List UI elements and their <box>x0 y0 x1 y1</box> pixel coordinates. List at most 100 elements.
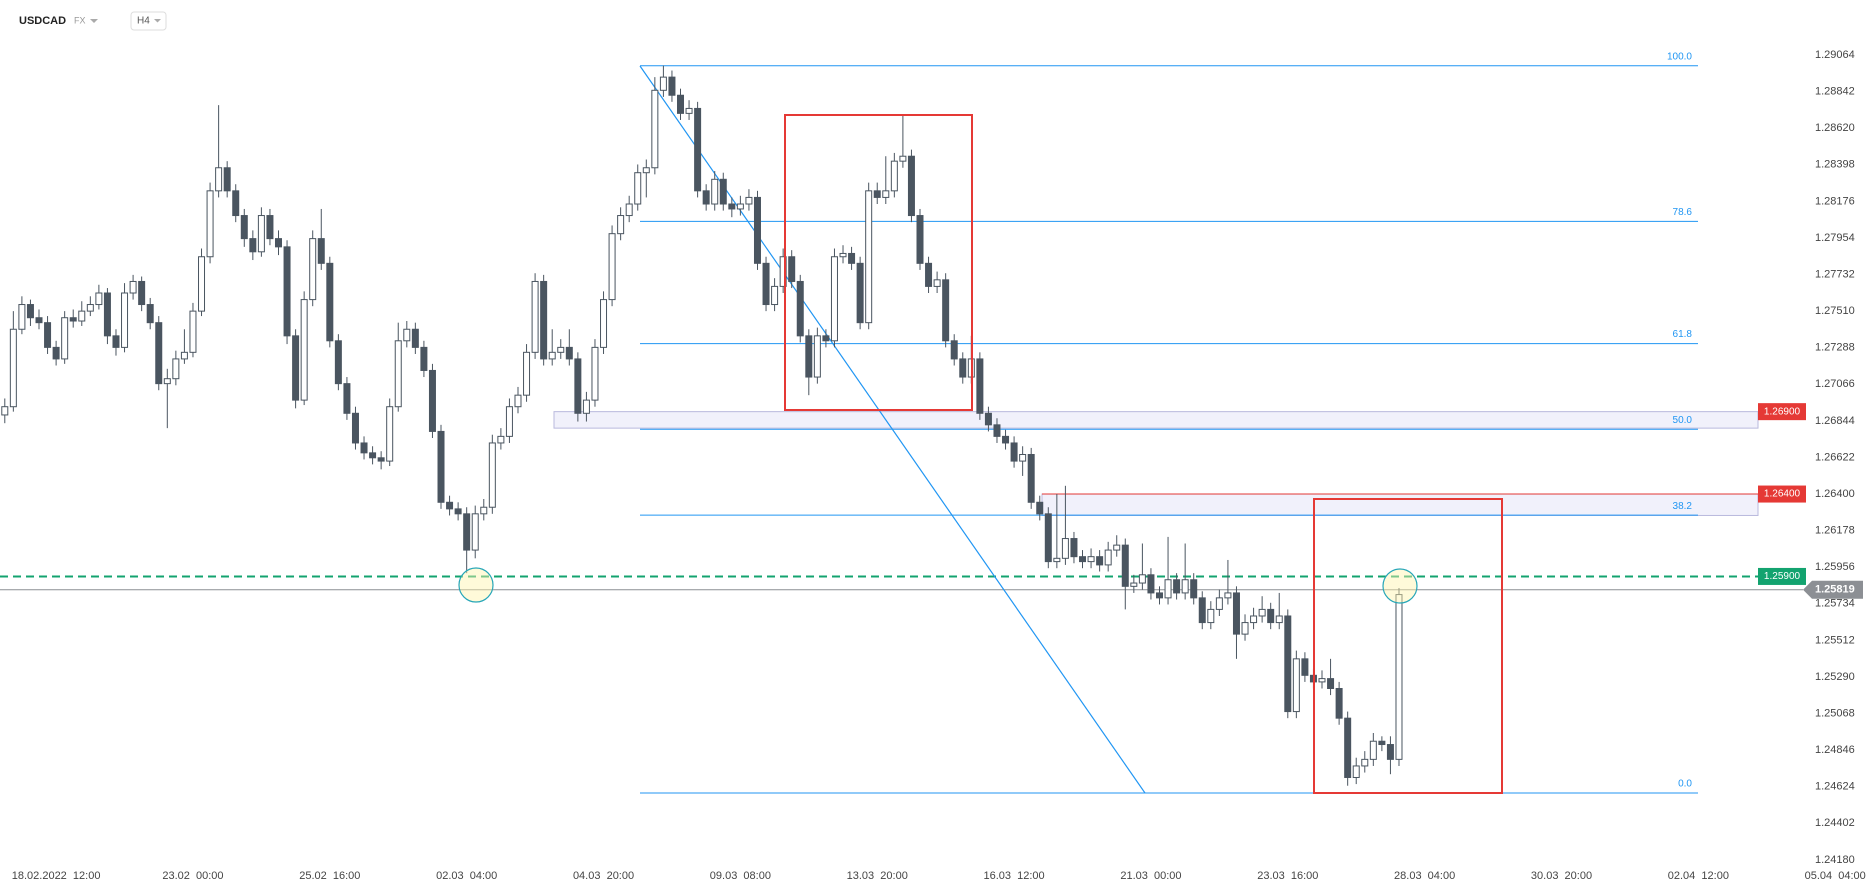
candle-body <box>1301 658 1309 676</box>
dropdown-arrow[interactable] <box>90 19 98 23</box>
x-tick-label: 02.03 04:00 <box>436 870 497 882</box>
y-tick-label: 1.24624 <box>1815 781 1855 793</box>
candle-body <box>976 358 984 414</box>
candle-body <box>334 340 342 385</box>
candle-body <box>95 292 103 306</box>
fib-label: 50.0 <box>1673 415 1693 426</box>
candle-body <box>591 346 599 401</box>
candle-body <box>1378 740 1386 746</box>
price-tag-label: 1.26900 <box>1764 406 1801 417</box>
candle-body <box>1198 597 1206 624</box>
y-tick-label: 1.29064 <box>1815 49 1855 61</box>
fib-label: 78.6 <box>1673 207 1693 218</box>
candle-body <box>582 399 590 414</box>
candle-body <box>1224 592 1232 599</box>
price-tag <box>1758 567 1806 585</box>
candle-body <box>488 442 496 508</box>
candle-body <box>189 310 197 353</box>
price-tag-label: 1.26400 <box>1764 489 1801 500</box>
highlight-circle <box>458 567 494 603</box>
candle-body <box>163 378 171 385</box>
candle-body <box>916 215 924 264</box>
candle-body <box>719 178 727 205</box>
y-tick-label: 1.25512 <box>1815 634 1855 646</box>
y-tick-label: 1.27510 <box>1815 305 1855 317</box>
candle-body <box>1361 758 1369 767</box>
y-tick-label: 1.28398 <box>1815 159 1855 171</box>
candle-body <box>317 238 325 264</box>
candle-body <box>309 238 317 301</box>
candle-body <box>463 513 471 551</box>
candle-body <box>848 252 856 264</box>
level-lines <box>0 65 1803 794</box>
x-tick-label: 23.02 00:00 <box>162 870 223 882</box>
candle-body <box>249 238 257 253</box>
price-zone <box>553 411 1759 429</box>
candle-body <box>813 335 821 378</box>
y-tick-label: 1.24846 <box>1815 744 1855 756</box>
candle-body <box>1275 615 1283 624</box>
candle-body <box>1070 538 1078 558</box>
dropdown-arrow[interactable] <box>154 19 161 23</box>
candle-body <box>112 335 120 348</box>
y-tick-label: 1.27954 <box>1815 232 1855 244</box>
candle-body <box>771 285 779 306</box>
market: FX <box>74 15 86 25</box>
candle-body <box>1318 678 1326 683</box>
candles <box>1 65 1403 786</box>
y-tick-label: 1.26178 <box>1815 525 1855 537</box>
price-tag-label: 1.25900 <box>1764 571 1801 582</box>
candle-body <box>146 304 154 324</box>
candle-body <box>403 328 411 342</box>
candle-body <box>1232 592 1240 635</box>
x-tick-label: 21.03 00:00 <box>1120 870 1181 882</box>
candle-body <box>172 358 180 380</box>
candle-body <box>984 412 992 426</box>
candle-body <box>1386 744 1394 760</box>
candle-body <box>548 351 556 360</box>
candle-body <box>257 215 265 253</box>
candle-body <box>882 190 890 198</box>
candle-body <box>617 215 625 235</box>
current-price-tag <box>1803 580 1863 599</box>
candle-body <box>35 317 43 324</box>
candle-body <box>471 513 479 551</box>
y-tick-label: 1.26400 <box>1815 488 1855 500</box>
candle-body <box>377 457 385 462</box>
y-tick-label: 1.27066 <box>1815 378 1855 390</box>
candle-body <box>1044 513 1052 563</box>
candle-body <box>925 262 933 287</box>
candle-body <box>1327 678 1335 690</box>
header: USDCAD FX H4 <box>19 11 167 31</box>
candle-body <box>420 346 428 371</box>
labels: 1.29064 1.28842 1.28620 1.28398 1.28176 1.279… <box>12 49 1866 882</box>
candle-body <box>386 406 394 462</box>
x-tick-label: 18.02.2022 12:00 <box>12 870 101 882</box>
candle-body <box>557 346 565 353</box>
candle-body <box>1019 453 1027 462</box>
candle-body <box>180 351 188 360</box>
candle-body <box>215 167 223 192</box>
candle-body <box>283 246 291 337</box>
candle-body <box>26 304 34 319</box>
timeframe-box[interactable] <box>130 11 167 31</box>
candle-body <box>44 322 52 348</box>
candle-body <box>1010 442 1018 462</box>
candle-body <box>523 351 531 396</box>
candle-body <box>736 203 744 210</box>
candle-body <box>634 172 642 205</box>
candle-body <box>1190 579 1198 599</box>
fib-label: 38.2 <box>1673 501 1693 512</box>
candle-body <box>531 280 539 353</box>
timeframe[interactable]: H4 <box>137 16 150 27</box>
candle-body <box>1104 549 1112 566</box>
candle-body <box>856 262 864 324</box>
candle-body <box>1284 615 1292 713</box>
candle-body <box>300 299 308 401</box>
candle-body <box>1002 435 1010 444</box>
candle-body <box>326 262 334 342</box>
symbol[interactable]: USDCAD <box>19 15 66 27</box>
candle-body <box>762 262 770 306</box>
candle-body <box>505 406 513 437</box>
